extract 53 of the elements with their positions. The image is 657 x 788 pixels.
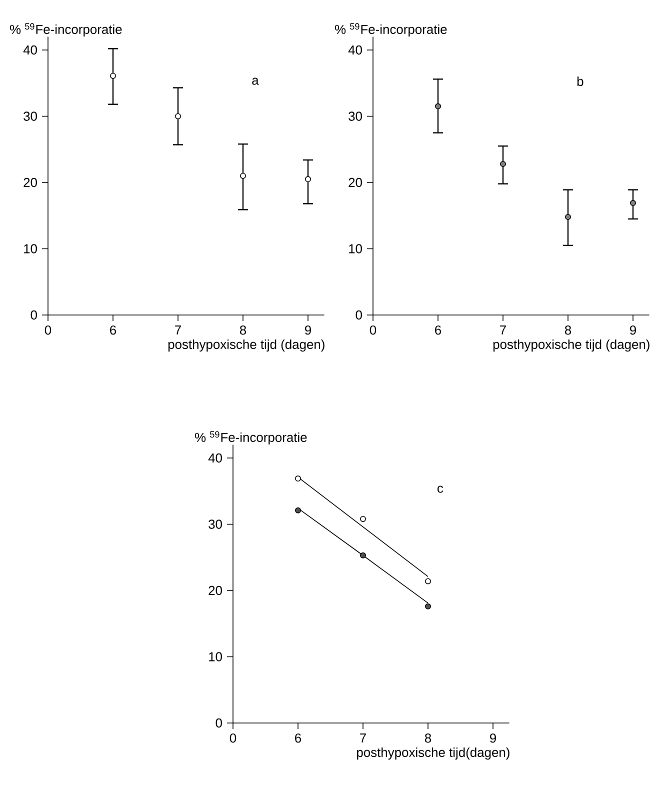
x-axis-title: posthypoxische tijd(dagen) [357,748,510,760]
y-tick-label: 40 [208,453,222,463]
y-axis-title: % $^{59}$Fe-incorporatie [334,23,447,37]
y-tick-label: 20 [348,178,362,188]
point [305,176,311,182]
y-tick-label: 30 [208,520,222,529]
text: b [577,76,584,86]
text: c [437,486,444,493]
point [500,160,506,167]
x-tick-label: 0 [44,326,52,335]
x-axis-title: posthypoxische tijd (dagen) [493,340,650,352]
y-tick-label: 30 [348,112,362,121]
point [360,552,366,558]
x-tick-label: 8 [424,734,432,743]
point [295,476,301,482]
text: a [252,78,259,85]
x-tick-label: 0 [230,734,236,743]
point [240,172,246,179]
point [295,507,301,514]
x-tick-label: 7 [175,326,181,334]
x-tick-label: 9 [630,326,636,335]
x-tick-label: 6 [435,326,442,335]
y-tick-label: 10 [24,244,37,254]
point [565,214,571,220]
point [425,578,431,584]
x-tick-label: 7 [360,734,366,742]
y-axis-title: % $^{59}$Fe-incorporatie [10,23,122,37]
x-tick-label: 8 [240,326,246,335]
point [425,603,431,610]
point [110,72,116,79]
y-tick-label: 0 [356,310,362,320]
y-tick-label: 20 [208,586,222,596]
y-tick-label: 40 [348,45,362,55]
point [360,516,366,522]
y-tick-label: 10 [209,652,222,662]
x-tick-label: 9 [305,326,311,335]
x-tick-label: 6 [110,326,116,335]
point [175,113,181,120]
x-tick-label: 6 [295,734,302,743]
x-tick-label: 0 [370,326,376,335]
x-tick-label: 8 [564,326,572,335]
y-tick-label: 0 [216,718,222,728]
x-tick-label: 7 [500,326,506,334]
point [435,103,441,110]
y-tick-label: 40 [23,45,37,55]
y-axis-title: % $^{59}$Fe-incorporatie [194,431,307,445]
y-tick-label: 10 [349,244,362,254]
x-axis-title: posthypoxische tijd (dagen) [168,340,324,352]
x-tick-label: 9 [490,734,496,743]
y-tick-label: 30 [24,112,37,121]
point [630,200,636,206]
y-tick-label: 0 [30,310,37,320]
y-tick-label: 20 [24,178,37,188]
